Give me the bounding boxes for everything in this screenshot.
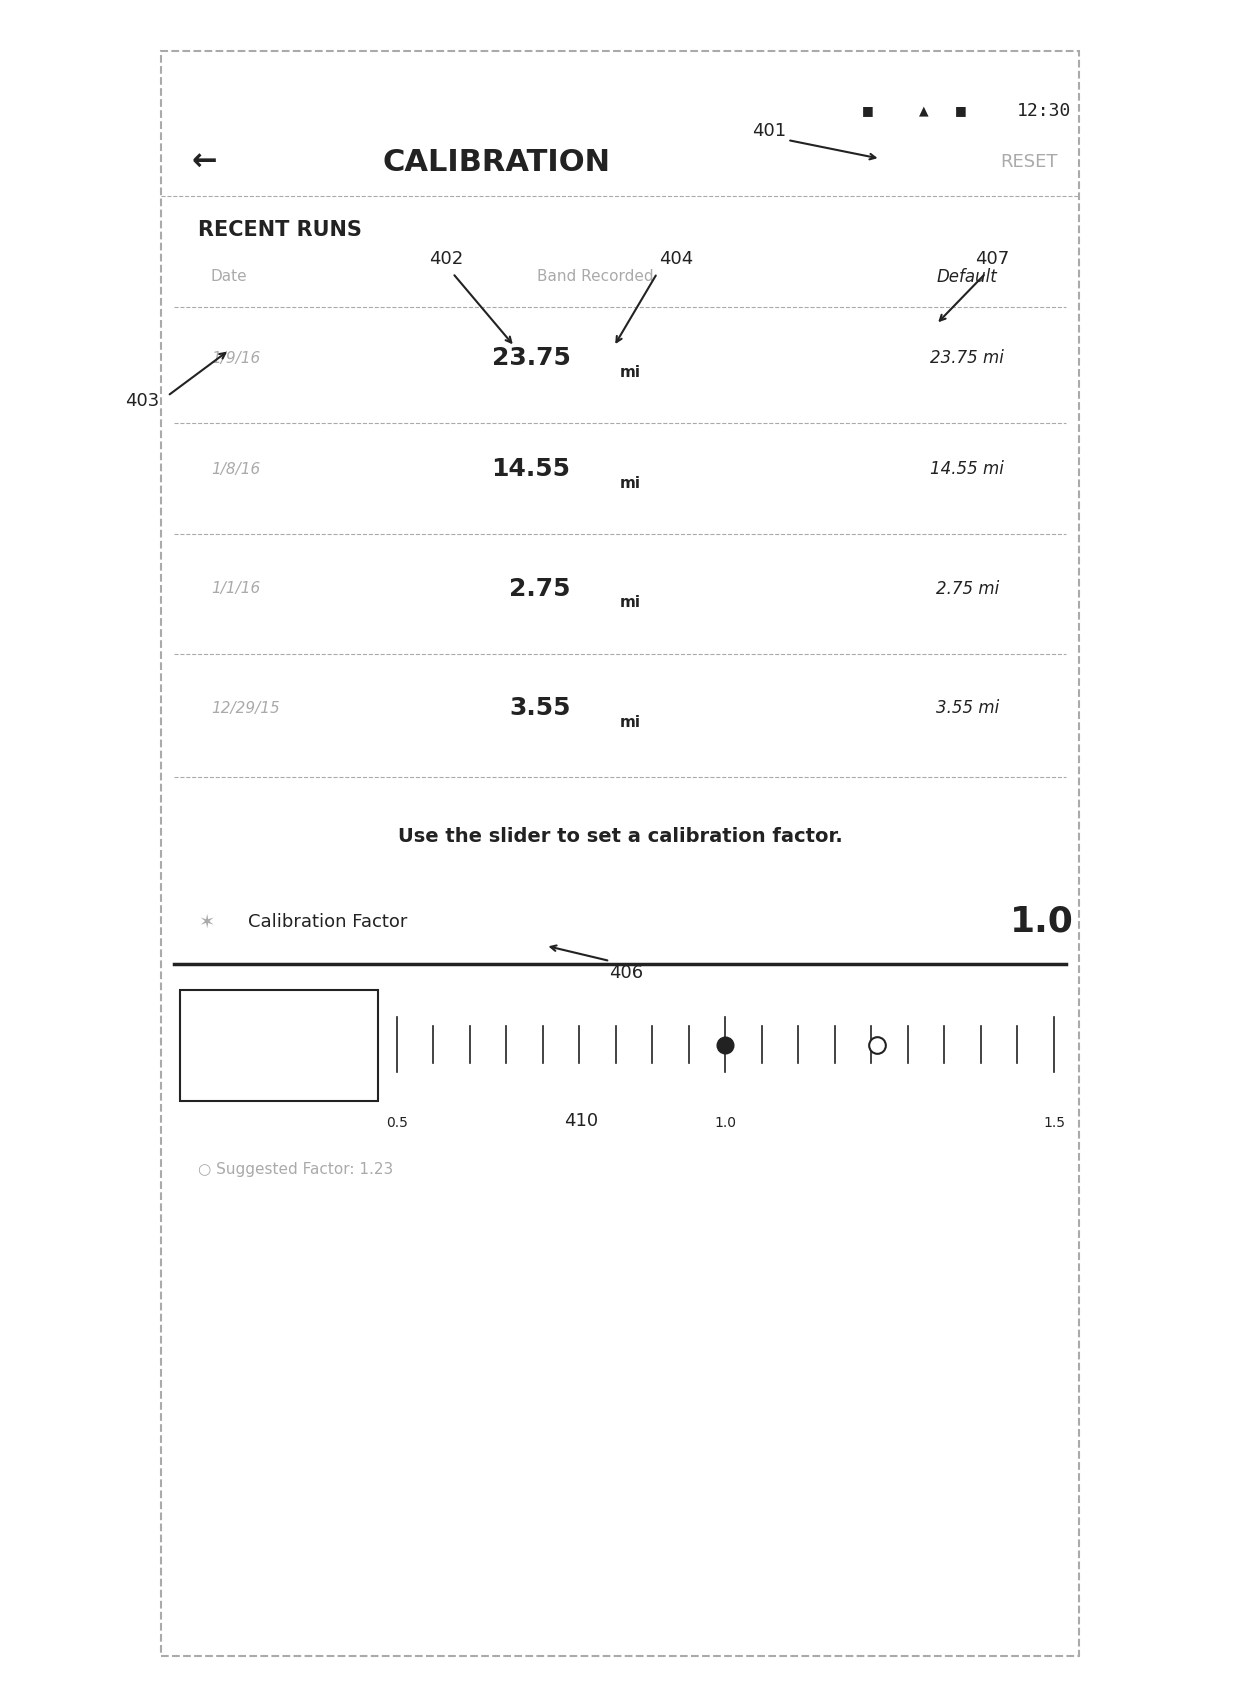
Text: ■: ■	[862, 104, 874, 118]
Text: RESET: RESET	[1001, 154, 1058, 171]
Text: 1/9/16: 1/9/16	[211, 352, 260, 365]
Text: ■: ■	[955, 104, 967, 118]
Text: Band Recorded: Band Recorded	[537, 270, 653, 283]
Text: Default: Default	[937, 268, 997, 285]
Text: 14.55 mi: 14.55 mi	[930, 461, 1004, 478]
Text: 3.55: 3.55	[508, 696, 570, 720]
Text: 3.55 mi: 3.55 mi	[935, 700, 999, 717]
FancyBboxPatch shape	[161, 51, 1079, 1656]
Text: ✶: ✶	[198, 912, 215, 932]
Text: 407: 407	[975, 251, 1009, 268]
Text: mi: mi	[620, 476, 641, 490]
Text: ← Slide: ← Slide	[252, 1038, 306, 1052]
Text: Calibration Factor: Calibration Factor	[248, 913, 408, 930]
Text: 406: 406	[609, 964, 644, 982]
Text: mi: mi	[620, 365, 641, 379]
Text: 23.75: 23.75	[491, 347, 570, 370]
Text: mi: mi	[620, 596, 641, 609]
FancyBboxPatch shape	[180, 990, 378, 1101]
Text: Use the slider to set a calibration factor.: Use the slider to set a calibration fact…	[398, 826, 842, 847]
Text: ←: ←	[192, 149, 217, 176]
Text: Date: Date	[211, 270, 248, 283]
Text: ○ Suggested Factor: 1.23: ○ Suggested Factor: 1.23	[198, 1162, 393, 1176]
Text: ▲: ▲	[919, 104, 929, 118]
Text: 401: 401	[751, 123, 786, 140]
Text: 1.0: 1.0	[1009, 905, 1074, 939]
Text: 403: 403	[125, 393, 160, 410]
Text: 1/8/16: 1/8/16	[211, 463, 260, 476]
Text: 2.75 mi: 2.75 mi	[935, 580, 999, 597]
Text: 1.5: 1.5	[1043, 1116, 1065, 1130]
Text: 14.55: 14.55	[491, 457, 570, 481]
Text: 2.75: 2.75	[508, 577, 570, 601]
Text: 402: 402	[429, 251, 464, 268]
Text: mi: mi	[620, 715, 641, 729]
Text: 0.5: 0.5	[386, 1116, 408, 1130]
Text: 23.75 mi: 23.75 mi	[930, 350, 1004, 367]
Text: 1.0: 1.0	[714, 1116, 737, 1130]
Text: RECENT RUNS: RECENT RUNS	[198, 220, 362, 241]
Text: 1/1/16: 1/1/16	[211, 582, 260, 596]
Text: 12:30: 12:30	[1017, 102, 1071, 119]
Text: 12/29/15: 12/29/15	[211, 702, 279, 715]
Text: 404: 404	[658, 251, 693, 268]
Text: 410: 410	[564, 1113, 599, 1130]
Text: CALIBRATION: CALIBRATION	[382, 149, 610, 176]
